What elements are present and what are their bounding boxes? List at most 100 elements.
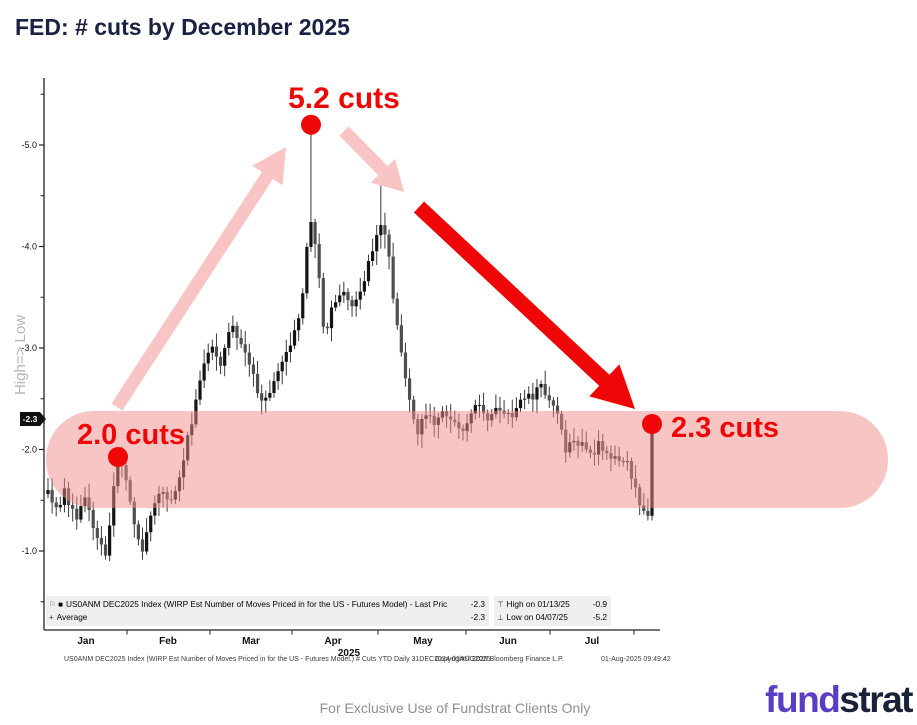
start-marker-dot xyxy=(108,447,128,467)
candle-body xyxy=(71,505,75,509)
down-trend-arrow-faded xyxy=(339,126,404,192)
legend-average-value: -2.3 xyxy=(470,612,485,622)
candle-body xyxy=(531,393,535,400)
candle-body xyxy=(527,393,531,399)
candle-body xyxy=(247,352,251,365)
candle-body xyxy=(79,506,83,520)
candle-body xyxy=(235,325,239,338)
candle-body xyxy=(280,361,284,372)
candle-body xyxy=(325,326,330,329)
footnote-copyright: Copyright© 2025 Bloomberg Finance L.P. xyxy=(435,656,564,663)
candle-body xyxy=(403,352,408,379)
y-axis-title: High=> Low xyxy=(12,315,29,395)
candle-body xyxy=(387,234,391,257)
candle-body xyxy=(231,325,235,333)
logo-part-fund: fund xyxy=(765,679,841,720)
end-marker-dot xyxy=(642,414,662,434)
y-tick-label: -4.0 xyxy=(21,242,37,252)
candle-body xyxy=(198,380,202,400)
candle-body xyxy=(272,381,276,393)
average-marker-icon: + xyxy=(49,613,54,622)
flag-icon: ⚐ xyxy=(49,600,57,609)
candle-body xyxy=(305,246,309,294)
bloomberg-footnote: US0ANM DEC2025 Index (WIRP Est Number of… xyxy=(0,656,917,668)
x-month-label: Mar xyxy=(242,636,260,647)
end-annotation-label: 2.3 cuts xyxy=(671,412,779,444)
candle-body xyxy=(243,344,247,353)
candle-body xyxy=(313,222,317,245)
candle-body xyxy=(481,404,486,414)
legend-series-label: US0ANM DEC2025 Index (WIRP Est Number of… xyxy=(66,599,448,609)
candle-body xyxy=(395,298,399,326)
legend-high-row: ⊤ High on 01/13/25 -0.9 xyxy=(497,598,607,611)
candle-body xyxy=(46,490,50,495)
candlestick-chart: -5.0 -4.0 -3.0 -2.0 -1.0 High=> Low Jan Feb Mar A… xyxy=(12,78,888,659)
x-month-label: Jun xyxy=(499,636,517,647)
candle-body xyxy=(132,501,136,525)
candle-body xyxy=(103,544,108,556)
candle-body xyxy=(260,393,264,401)
y-tick-label: -1.0 xyxy=(21,546,37,556)
highlight-band xyxy=(46,411,888,508)
candle-body xyxy=(288,345,293,353)
candle-body xyxy=(206,352,210,364)
y-tick-label: -3.0 xyxy=(21,343,37,353)
candle-body xyxy=(292,330,297,346)
candle-body xyxy=(268,392,272,398)
candle-body xyxy=(202,363,206,381)
candle-body xyxy=(346,291,350,301)
candle-body xyxy=(383,225,387,235)
candle-body xyxy=(338,295,342,303)
series-swatch-icon: ■ xyxy=(58,600,64,609)
candle-body xyxy=(317,244,321,279)
candle-body xyxy=(477,404,482,406)
candle-body xyxy=(251,364,256,374)
candle-body xyxy=(91,510,95,529)
peak-marker-dot xyxy=(301,114,321,135)
legend-high-value: -0.9 xyxy=(592,599,607,609)
candle-body xyxy=(379,225,383,236)
candle-body xyxy=(99,538,104,545)
x-year-label: 2025 xyxy=(338,648,361,659)
candle-body xyxy=(551,400,555,406)
candle-body xyxy=(50,490,54,503)
y-tick-label: -2.0 xyxy=(21,445,37,455)
legend-average-row: + Average -2.3 xyxy=(49,611,485,624)
candle-body xyxy=(334,302,338,308)
candle-body xyxy=(354,299,358,307)
legend-average-label: Average xyxy=(56,612,88,622)
candle-body xyxy=(284,352,288,362)
last-price-tag-text: -2.3 xyxy=(23,414,38,424)
candle-body xyxy=(362,281,366,292)
x-month-label: Apr xyxy=(324,636,341,647)
candle-body xyxy=(140,539,145,552)
start-annotation-label: 2.0 cuts xyxy=(77,419,185,451)
legend-series-row: ⚐ ■ US0ANM DEC2025 Index (WIRP Est Numbe… xyxy=(49,598,485,611)
legend-range-box: ⊤ High on 01/13/25 -0.9 ⊥ Low on 04/07/2… xyxy=(494,596,611,626)
candle-body xyxy=(407,378,412,400)
candle-body xyxy=(301,293,305,319)
candle-body xyxy=(264,397,268,401)
low-marker-icon: ⊥ xyxy=(497,613,504,622)
up-trend-arrow xyxy=(111,147,286,411)
fundstrat-logo: fundstrat xyxy=(765,679,913,720)
candle-body xyxy=(321,278,325,327)
candle-body xyxy=(498,407,502,411)
legend-low-row: ⊥ Low on 04/07/25 -5.2 xyxy=(497,611,607,624)
candle-body xyxy=(473,405,477,414)
candle-body xyxy=(108,525,112,556)
legend-low-label: Low on 04/07/25 xyxy=(506,612,568,622)
legend-series-value: -2.3 xyxy=(470,599,485,609)
footnote-ticker: US0ANM DEC2025 Index (WIRP Est Number of… xyxy=(64,656,491,663)
candle-body xyxy=(58,504,62,508)
candle-body xyxy=(358,291,362,300)
candle-body xyxy=(297,318,301,331)
candle-body xyxy=(75,508,79,520)
candle-body xyxy=(153,503,157,516)
candle-body xyxy=(555,405,560,414)
candle-body xyxy=(535,387,539,400)
legend-main-box: ⚐ ■ US0ANM DEC2025 Index (WIRP Est Numbe… xyxy=(46,596,489,626)
candle-body xyxy=(399,325,403,353)
candle-body xyxy=(342,291,346,296)
x-month-label: Jan xyxy=(77,636,94,647)
